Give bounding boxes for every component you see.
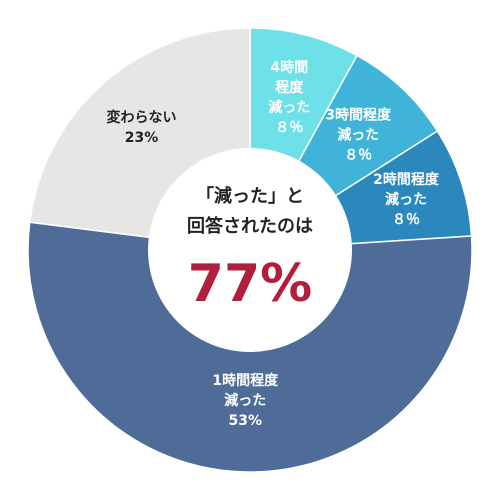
slice-3-label-line-1: 2時間程度 [373,171,440,188]
slice-5-label-line-1: 変わらない [107,109,177,126]
slice-5-label-line-2: 23% [125,130,159,146]
slice-3-label-line-3: ８％ [392,212,420,228]
donut-hole [148,148,352,352]
slice-4-label-line-1: 1時間程度 [212,372,279,389]
slice-1-label-line-4: ８％ [275,120,303,136]
slice-4-label-line-3: 53% [229,413,263,429]
slice-2-label-line-2: 減った [337,127,379,144]
slice-3-label-line-2: 減った [385,191,427,208]
slice-1-label-line-2: 程度 [275,79,304,96]
center-caption-line-2: 回答されたのは [187,215,313,237]
slice-2-label-line-1: 3時間程度 [325,107,392,124]
center-caption-line-1: 「減った」と [196,185,304,207]
slice-4-label-line-2: 減った [224,392,266,409]
center-percentage: 77% [188,254,312,314]
slice-1-label-line-3: 減った [268,99,310,116]
slice-2-label-line-3: ８％ [344,148,372,164]
slice-1-label-line-1: 4時間 [270,59,308,76]
slice-labels: 4時間程度減った８％3時間程度減った８％2時間程度減った８％1時間程度減った53… [107,59,440,429]
